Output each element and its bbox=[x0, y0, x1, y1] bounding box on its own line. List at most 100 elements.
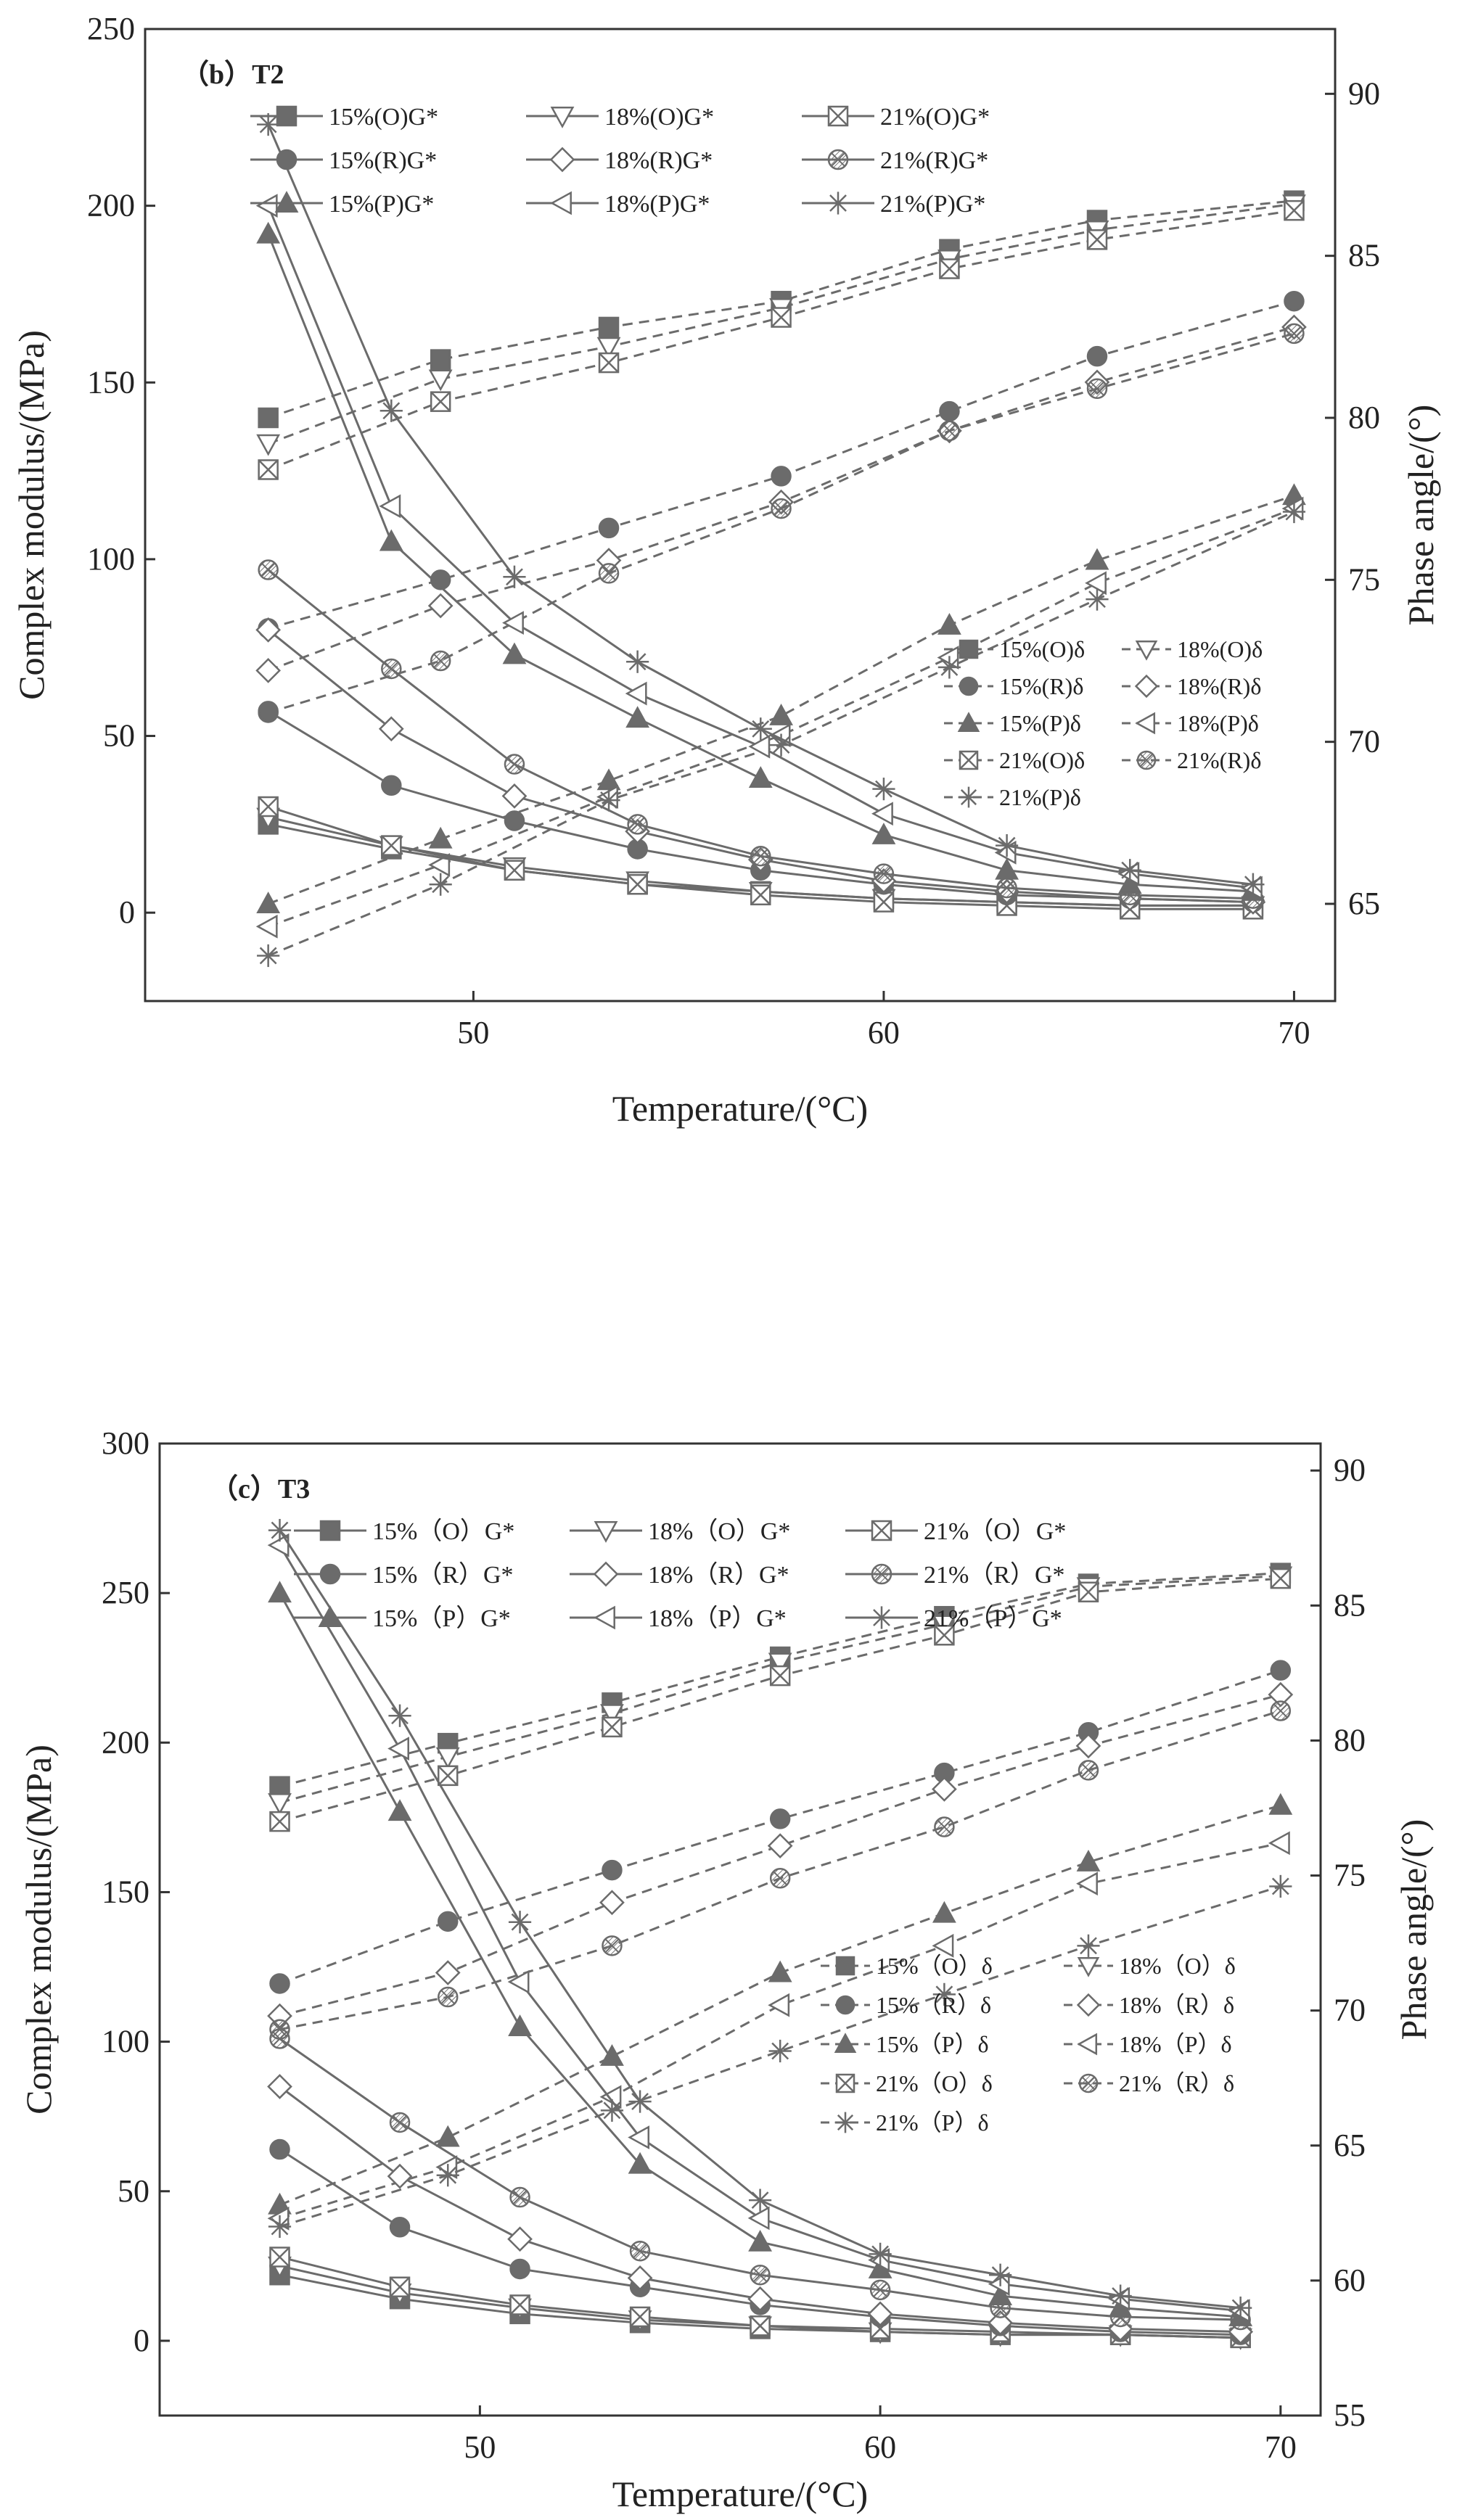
marker-star-ray bbox=[829, 194, 847, 212]
marker-triangle-down bbox=[1135, 640, 1158, 661]
legend-marker bbox=[593, 1561, 619, 1587]
series-18-r-g bbox=[255, 617, 1266, 915]
marker-triangle-left bbox=[628, 2125, 650, 2149]
legend-marker bbox=[276, 105, 297, 127]
data-point bbox=[378, 716, 404, 742]
data-point bbox=[435, 1960, 461, 1985]
legend-marker bbox=[594, 1521, 618, 1543]
legend-label: 18%（P）G* bbox=[648, 1605, 787, 1632]
y-tick-label: 150 bbox=[87, 364, 135, 400]
marker-triangle-up bbox=[995, 857, 1019, 880]
data-point bbox=[750, 884, 771, 906]
y2-tick-label: 75 bbox=[1334, 1858, 1366, 1893]
legend-marker bbox=[1135, 712, 1156, 735]
legend-label: 15%(R)δ bbox=[999, 673, 1083, 699]
legend-label: 21%(P)δ bbox=[999, 784, 1081, 810]
y-tick-label: 200 bbox=[87, 188, 135, 223]
legend-label: 18%(O)G* bbox=[604, 104, 714, 131]
data-point bbox=[381, 835, 402, 856]
marker-triangle-left bbox=[550, 191, 572, 215]
data-point bbox=[504, 860, 525, 881]
marker-cross-b bbox=[602, 1716, 623, 1737]
marker-hatch-b bbox=[942, 424, 957, 438]
marker-triangle-up bbox=[318, 1605, 342, 1627]
marker-diamond bbox=[867, 2301, 893, 2327]
data-point bbox=[939, 420, 960, 442]
data-point bbox=[1284, 290, 1305, 312]
marker-cross-b bbox=[1270, 1568, 1291, 1589]
data-point bbox=[503, 565, 526, 588]
data-point bbox=[937, 646, 959, 670]
legend-phase-angle: 15%(O)δ 18%(O)δ 15%(R)δ 18%(R)δ 15%(P)δ 18%(P… bbox=[944, 636, 1263, 810]
data-point bbox=[428, 826, 453, 849]
legend-label: 21%(O)G* bbox=[880, 104, 990, 131]
marker-star-ray bbox=[382, 402, 401, 420]
marker-triangle-up bbox=[256, 892, 281, 913]
data-point bbox=[932, 1933, 954, 1958]
legend-marker bbox=[871, 1520, 892, 1541]
data-point bbox=[939, 400, 960, 422]
legend-marker bbox=[834, 2112, 856, 2133]
marker-triangle-left bbox=[747, 2206, 770, 2231]
marker-triangle-up bbox=[600, 2044, 624, 2066]
marker-cross-b bbox=[599, 353, 619, 373]
legend-marker bbox=[1076, 1993, 1101, 2017]
y-tick-label: 250 bbox=[102, 1575, 149, 1610]
marker-diamond bbox=[255, 617, 282, 643]
legend-marker bbox=[835, 1995, 855, 2015]
marker-triangle-up bbox=[502, 642, 527, 664]
y2-tick-label: 85 bbox=[1334, 1587, 1366, 1623]
data-point bbox=[747, 2206, 770, 2231]
data-point bbox=[255, 617, 282, 643]
data-point bbox=[1109, 2284, 1132, 2307]
data-point bbox=[509, 2258, 530, 2280]
marker-circle bbox=[771, 466, 792, 487]
marker-star-ray bbox=[1088, 590, 1106, 609]
data-point bbox=[1086, 378, 1108, 400]
data-point bbox=[748, 2229, 773, 2252]
marker-diamond bbox=[747, 2286, 773, 2312]
marker-diamond bbox=[1134, 674, 1159, 699]
y-axis-ticks: 0 50 100 150 200 250 300 bbox=[102, 1425, 170, 2358]
data-point bbox=[257, 944, 280, 968]
data-point bbox=[504, 810, 525, 831]
data-point bbox=[268, 2215, 292, 2239]
legend-marker bbox=[1135, 640, 1158, 661]
marker-hatch-b bbox=[507, 757, 522, 772]
marker-hatch-b bbox=[753, 849, 768, 864]
y-axis-ticks: 0 50 100 150 200 250 bbox=[87, 11, 155, 930]
data-point bbox=[628, 2125, 650, 2149]
legend-label: 21%（R）δ bbox=[1119, 2070, 1234, 2096]
legend-label: 15%(O)G* bbox=[329, 104, 438, 131]
legend-marker bbox=[1077, 1956, 1100, 1977]
modulus-series bbox=[267, 1518, 1254, 2350]
marker-star-ray bbox=[871, 2245, 890, 2263]
x-tick-label: 50 bbox=[464, 2429, 496, 2465]
data-point bbox=[1076, 1850, 1101, 1872]
marker-triangle-down bbox=[1077, 1956, 1100, 1977]
data-point bbox=[1085, 571, 1107, 596]
legend-label: 18%(P)δ bbox=[1177, 710, 1259, 736]
data-point bbox=[625, 681, 647, 706]
marker-hatch-b bbox=[874, 1567, 889, 1581]
data-point bbox=[436, 2164, 459, 2187]
legend-marker bbox=[827, 105, 849, 127]
series-21-r-g bbox=[269, 2028, 1251, 2331]
x-tick-label: 70 bbox=[1278, 1015, 1310, 1050]
marker-circle bbox=[389, 2216, 411, 2238]
marker-hatch-b bbox=[752, 2268, 768, 2283]
marker-diamond bbox=[267, 2074, 292, 2099]
marker-cross-b bbox=[934, 1625, 955, 1646]
marker-hatch-b bbox=[873, 2283, 887, 2297]
legend-entry: 15%（O）δ bbox=[821, 1953, 993, 1979]
legend-entry: 21%(R)G* bbox=[802, 147, 988, 174]
legend-marker bbox=[959, 750, 979, 770]
marker-star-ray bbox=[628, 653, 647, 671]
data-point bbox=[747, 2286, 773, 2312]
legend-label: 21%(R)δ bbox=[1177, 747, 1261, 773]
data-point bbox=[1086, 588, 1109, 611]
data-point bbox=[996, 877, 1017, 899]
marker-star-ray bbox=[771, 2042, 789, 2060]
data-point bbox=[255, 194, 278, 218]
legend-modulus: 15%(O)G* 18%(O)G* 21%(O)G* 15%(R)G* 18%(R)G*… bbox=[250, 104, 990, 218]
